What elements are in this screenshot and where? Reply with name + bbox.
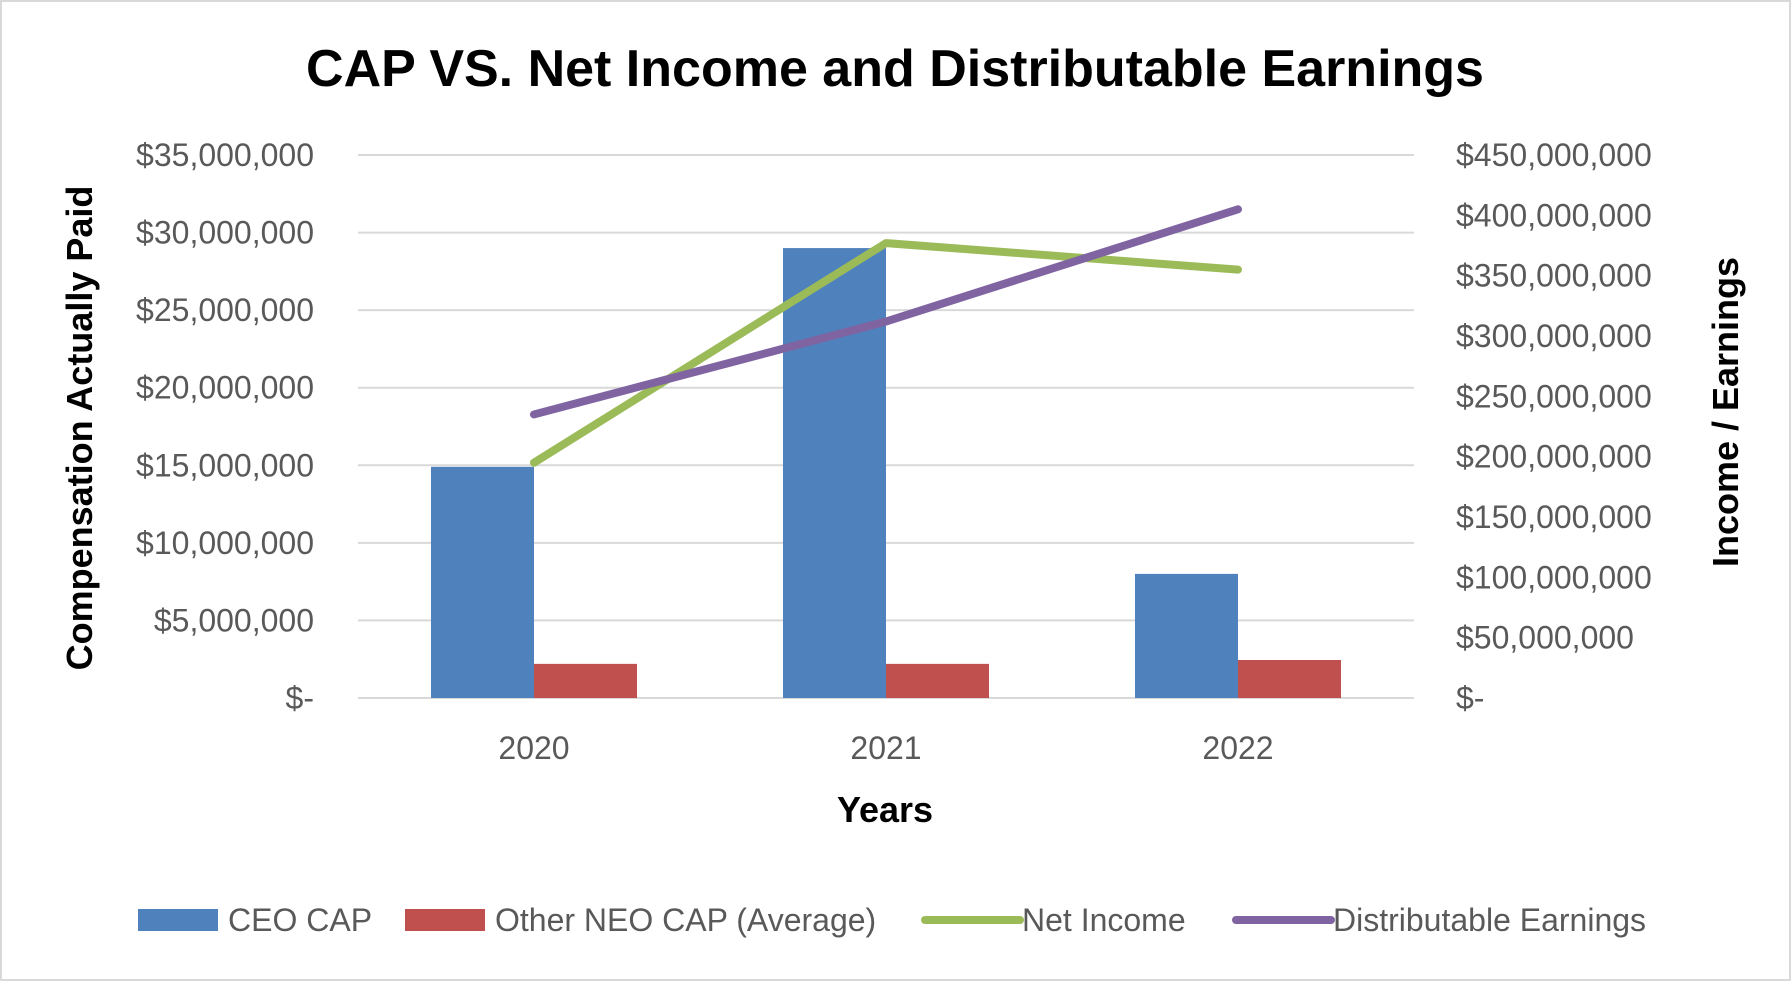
y2-tick-label: $200,000,000 (1456, 439, 1652, 475)
lines (530, 205, 1242, 467)
y-tick-label: $20,000,000 (136, 370, 314, 406)
y2-tick-label: $300,000,000 (1456, 318, 1652, 354)
legend-label: Net Income (1022, 902, 1186, 938)
y-tick-label: $25,000,000 (136, 292, 314, 328)
x-tick-label: 2022 (1202, 730, 1273, 766)
y2-tick-label: $450,000,000 (1456, 137, 1652, 173)
bar-ceo-cap (783, 248, 886, 699)
y2-tick-label: $350,000,000 (1456, 258, 1652, 294)
y2-tick-label: $100,000,000 (1456, 559, 1652, 595)
bar-other-neo-cap-average (534, 663, 637, 698)
y2-tick-label: $50,000,000 (1456, 620, 1634, 656)
y2-tick-label: $150,000,000 (1456, 499, 1652, 535)
y2-tick-label: $400,000,000 (1456, 197, 1652, 233)
legend-swatch-other-neo-cap-average (405, 909, 485, 931)
y2-tick-label: $- (1456, 680, 1484, 716)
y-tick-label: $15,000,000 (136, 447, 314, 483)
y-tick-label: $35,000,000 (136, 137, 314, 173)
bar-other-neo-cap-average (1238, 659, 1341, 698)
y-tick-label: $- (286, 680, 314, 716)
y-tick-label: $30,000,000 (136, 215, 314, 251)
bar-ceo-cap (1135, 573, 1238, 698)
line-net-income (530, 239, 1242, 467)
line-distributable-earnings (530, 205, 1242, 419)
left-axis-ticks: $- $5,000,000 $10,000,000 $15,000,000 $20,00… (136, 137, 314, 716)
chart-title: CAP VS. Net Income and Distributable Ear… (306, 40, 1484, 98)
legend-label: Other NEO CAP (Average) (495, 902, 876, 938)
x-axis-ticks: 2020 2021 2022 (498, 730, 1273, 766)
y2-axis-title: Income / Earnings (1705, 257, 1746, 567)
legend-label: CEO CAP (228, 902, 372, 938)
legend-label: Distributable Earnings (1333, 902, 1646, 938)
x-tick-label: 2021 (850, 730, 921, 766)
bar-ceo-cap (431, 466, 534, 698)
y2-tick-label: $250,000,000 (1456, 378, 1652, 414)
legend: CEO CAP Other NEO CAP (Average) Net Income… (138, 902, 1646, 938)
x-axis-title: Years (837, 789, 933, 830)
y-axis-title: Compensation Actually Paid (59, 186, 100, 671)
y-tick-label: $10,000,000 (136, 525, 314, 561)
y-tick-label: $5,000,000 (154, 602, 314, 638)
right-axis-ticks: $- $50,000,000 $100,000,000 $150,000,000 $20… (1456, 137, 1652, 716)
legend-swatch-ceo-cap (138, 909, 218, 931)
bar-other-neo-cap-average (886, 663, 989, 698)
x-tick-label: 2020 (498, 730, 569, 766)
